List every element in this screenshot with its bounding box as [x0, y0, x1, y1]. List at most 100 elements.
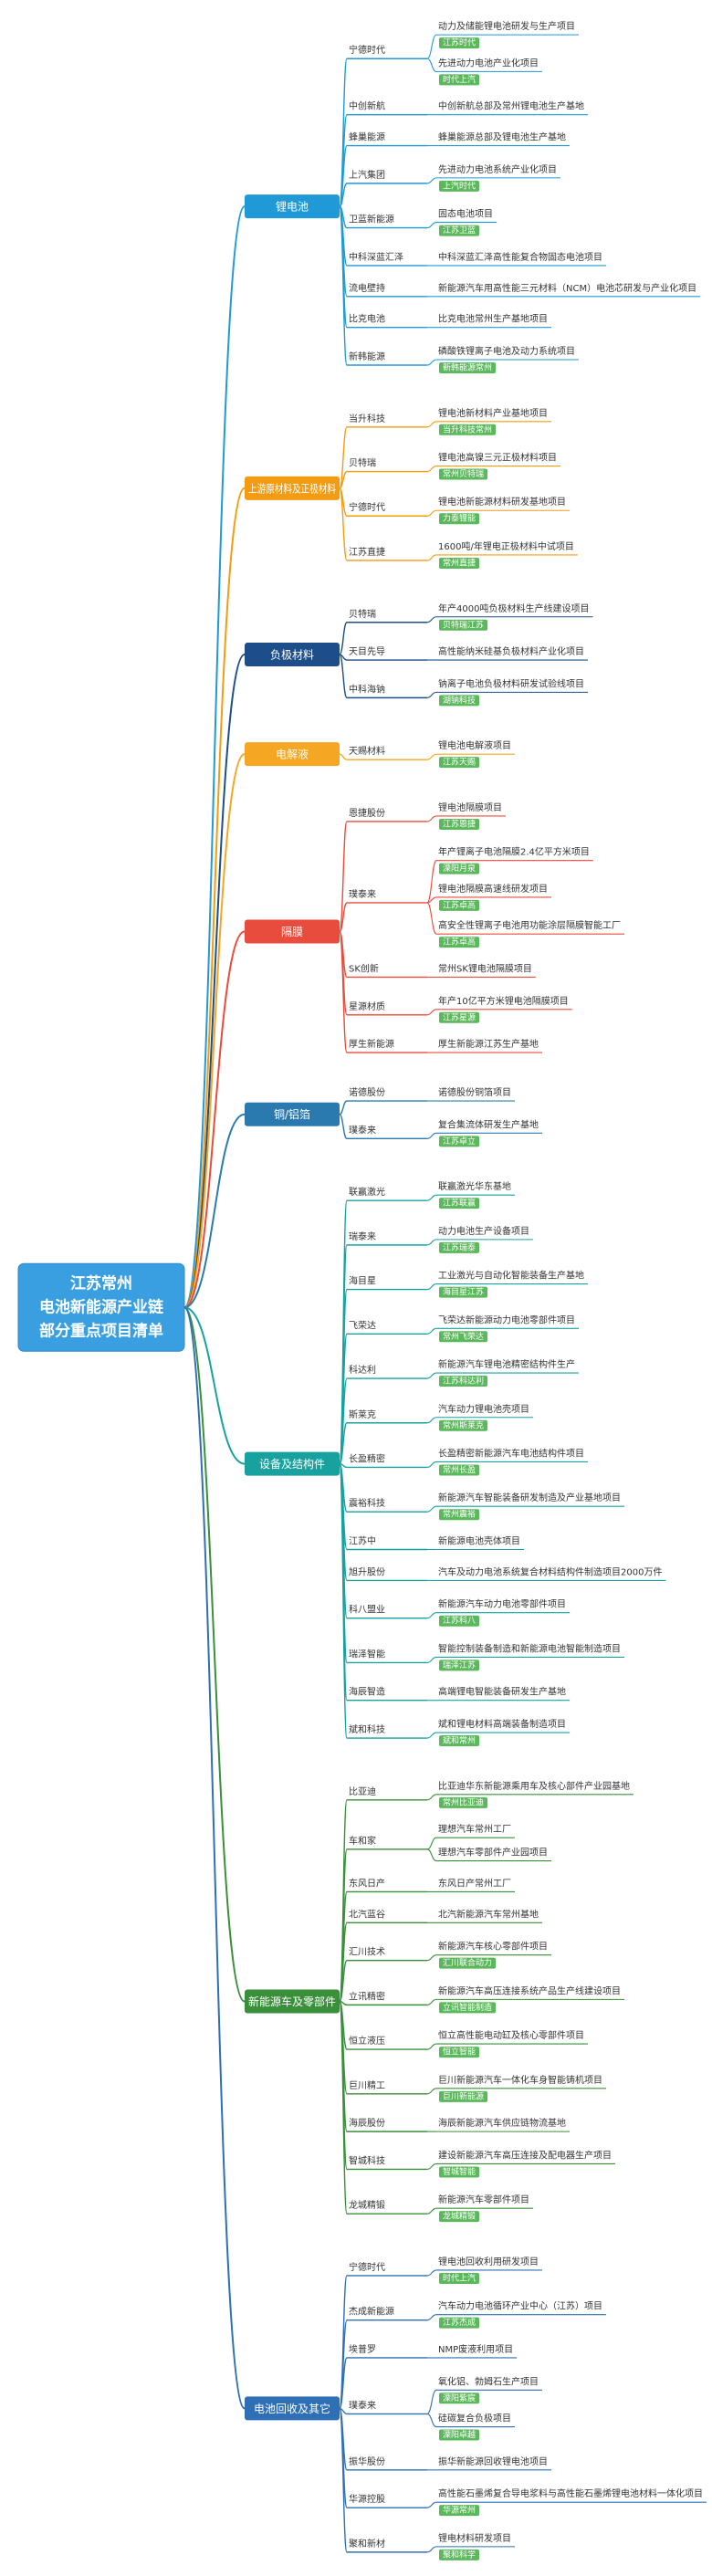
project-label: 比克电池常州生产基地项目 [438, 313, 548, 325]
connector [183, 753, 246, 1309]
connector [426, 1417, 437, 1424]
connector [426, 1732, 437, 1739]
connector [426, 815, 437, 822]
entity-tag [439, 1464, 480, 1476]
company-label: 瑞泽智能 [349, 1648, 385, 1660]
connector [426, 1283, 437, 1291]
entity-tag [439, 2002, 497, 2014]
project-label: 先进动力电池系统产业化项目 [438, 163, 557, 175]
project-label: 蜂巢能源总部及锂电池生产基地 [438, 131, 566, 143]
company-label: 汇川技术 [349, 1946, 385, 1958]
connector [426, 1009, 437, 1016]
connector [426, 2207, 437, 2215]
company-label: 当升科技 [349, 413, 385, 424]
company-label: 海目星 [349, 1275, 376, 1287]
connector [426, 1954, 437, 1962]
connector [183, 1306, 246, 2003]
project-label: 动力及储能锂电池研发与生产项目 [438, 20, 575, 32]
connector [426, 421, 437, 428]
entity-tag-label: 时代上汽 [443, 74, 476, 85]
company-label: 斌和科技 [349, 1723, 385, 1735]
company-label: 宁德时代 [349, 2261, 385, 2273]
connector [339, 753, 348, 760]
connector [339, 1462, 348, 1739]
project-label: 氧化铝、勃姆石生产项目 [438, 2375, 539, 2387]
company-label: 比克电池 [349, 313, 385, 325]
entity-tag-label: 常州比亚迪 [443, 1796, 484, 1807]
project-label: 高安全性锂离子电池用功能涂层隔膜智能工厂 [438, 919, 621, 931]
entity-tag-label: 溧阳月泉 [443, 863, 476, 874]
company-label: 厚生新能源 [349, 1038, 394, 1050]
connector [426, 359, 437, 366]
connector [426, 1327, 437, 1335]
project-label: 工业激光与自动化智能装备生产基地 [438, 1270, 584, 1282]
company-label: 巨川精工 [349, 2079, 385, 2091]
company-label: 比亚迪 [349, 1786, 376, 1797]
project-label: 高端锂电智能装备研发生产基地 [438, 1686, 566, 1698]
company-label: 立讯精密 [349, 1990, 385, 2002]
company-label: 海辰智造 [349, 1686, 385, 1698]
entity-tag [439, 757, 480, 769]
project-label: 1600吨/年锂电正极材料中试项目 [438, 540, 574, 552]
connector [426, 1132, 437, 1139]
entity-tag [439, 180, 480, 192]
company-label: 海辰股份 [349, 2117, 385, 2129]
connector [339, 1959, 348, 2003]
project-label: 磷酸铁锂离子电池及动力系统项目 [438, 345, 575, 357]
connector [339, 930, 348, 1053]
company-label: 智城科技 [349, 2154, 385, 2166]
project-label: 新能源汽车零部件项目 [438, 2194, 529, 2205]
company-label: 联赢激光 [349, 1186, 385, 1198]
connector [339, 487, 348, 561]
connector [426, 691, 437, 698]
project-label: 理想汽车常州工厂 [438, 1823, 511, 1835]
entity-tag-label: 常州震裕 [443, 1509, 476, 1520]
connector [426, 860, 437, 904]
branch-label: 负极材料 [270, 649, 314, 662]
branch-node [245, 2396, 340, 2421]
entity-tag-label: 江苏时代 [443, 37, 476, 48]
connector [426, 177, 437, 184]
project-label: 年产锂离子电池隔膜2.4亿平方米项目 [438, 846, 590, 858]
entity-tag [439, 818, 480, 830]
connector [426, 896, 437, 904]
entity-tag-label: 斌和常州 [443, 1735, 476, 1746]
entity-tag-label: 恒立智能 [443, 2047, 476, 2058]
connector [426, 1505, 437, 1513]
entity-tag-label: 常州直捷 [443, 557, 476, 568]
entity-tag-label: 常州飞荣达 [443, 1331, 484, 1342]
entity-tag [439, 557, 480, 569]
project-label: 常州SK锂电池隔膜项目 [438, 962, 532, 974]
connector [426, 1998, 437, 2005]
connector [426, 1612, 437, 1619]
connector [426, 616, 437, 623]
entity-tag-label: 立讯智能制造 [443, 2002, 492, 2013]
project-label: 中创新航总部及常州锂电池生产基地 [438, 100, 584, 112]
entity-tag-label: 江苏天赐 [443, 757, 476, 768]
connector [426, 1794, 437, 1801]
project-label: 诺德股份铜箔项目 [438, 1086, 511, 1098]
root-label: 部分重点项目清单 [39, 1321, 163, 1340]
project-label: 锂电池电解液项目 [438, 739, 511, 751]
connector [339, 902, 348, 933]
project-label: 固态电池项目 [438, 208, 493, 220]
entity-tag-label: 江苏杰成 [443, 2317, 476, 2328]
branch-node [245, 919, 340, 944]
project-label: 年产4000吨负极材料生产线建设项目 [438, 602, 589, 614]
connector [339, 1114, 348, 1140]
project-label: 比亚迪华东新能源乘用车及核心部件产业园基地 [438, 1780, 630, 1792]
connector [426, 1656, 437, 1663]
entity-tag [439, 2090, 488, 2102]
project-label: 年产10亿平方米锂电池隔膜项目 [438, 995, 569, 1007]
entity-tag [439, 1796, 488, 1808]
entity-tag [439, 468, 488, 480]
connector [339, 183, 348, 207]
project-label: 汽车动力电池循环产业中心（江苏）项目 [438, 2300, 602, 2312]
project-label: 恒立高性能电动缸及核心零部件项目 [438, 2029, 584, 2041]
entity-tag [439, 1198, 480, 1209]
company-label: 斯莱克 [349, 1408, 376, 1420]
company-label: 瑞泰来 [349, 1230, 376, 1242]
branch-node [245, 476, 340, 500]
connector [426, 1461, 437, 1469]
